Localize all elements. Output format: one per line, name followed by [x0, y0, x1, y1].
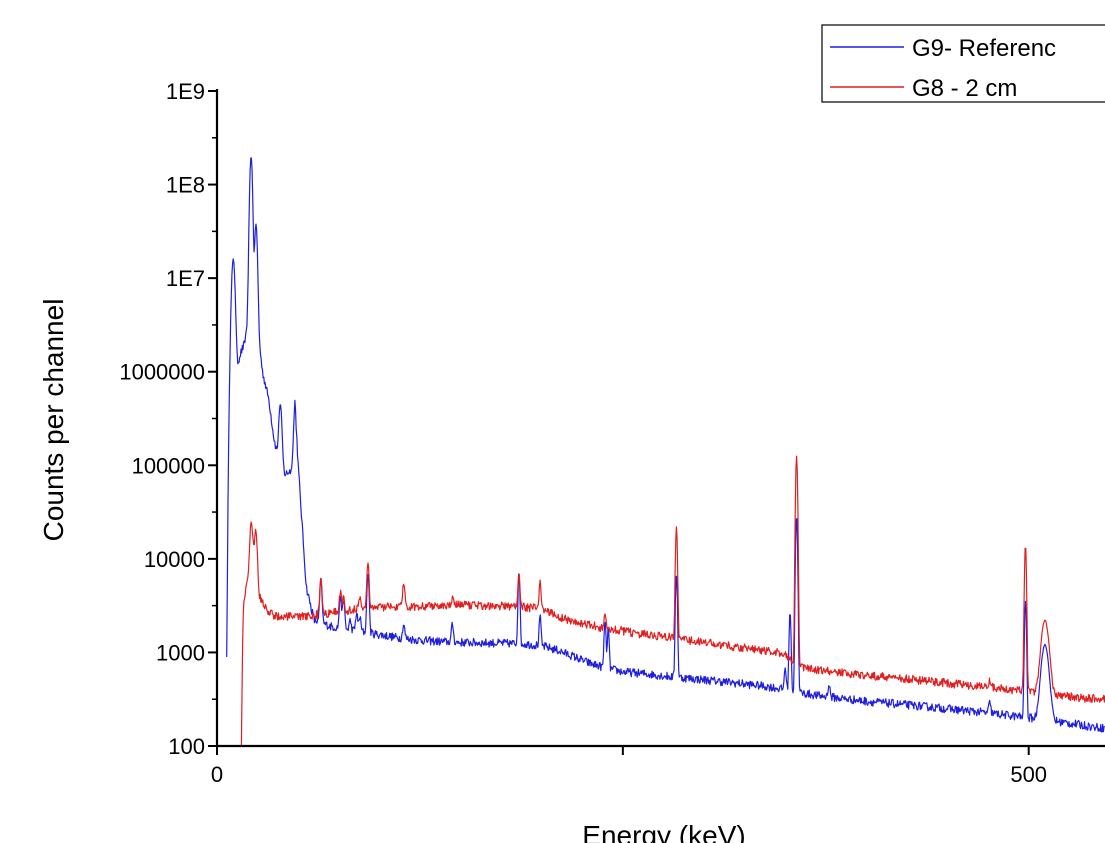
- legend: G9- Referenc G8 - 2 cm: [821, 24, 1105, 103]
- y-tick-label: 100000: [132, 453, 205, 478]
- y-axis-title: Counts per channel: [38, 299, 69, 542]
- legend-label-g9-reference: G9- Referenc: [912, 35, 1056, 62]
- series-line-0: [226, 157, 1105, 733]
- series-layer: [226, 157, 1105, 747]
- axes-layer: [215, 89, 1105, 748]
- legend-label-g8-2cm: G8 - 2 cm: [912, 75, 1017, 102]
- series-line-1: [240, 455, 1105, 747]
- legend-box: [821, 24, 1105, 103]
- y-tick-label: 100: [168, 734, 205, 759]
- y-tick-label: 10000: [144, 547, 205, 572]
- y-tick-label: 1000000: [119, 360, 205, 385]
- x-tick-label: 0: [211, 762, 223, 787]
- ticks-layer: 100 1000 10000 100000 1000000 1E7 1E8 1E9 0 500: [119, 79, 1047, 787]
- y-tick-label: 1E8: [166, 173, 205, 198]
- x-tick-label: 500: [1010, 762, 1047, 787]
- x-axis-title: Energy (keV): [582, 820, 745, 843]
- y-tick-label: 1000: [156, 640, 205, 665]
- y-tick-label: 1E9: [166, 79, 205, 104]
- y-tick-label: 1E7: [166, 266, 205, 291]
